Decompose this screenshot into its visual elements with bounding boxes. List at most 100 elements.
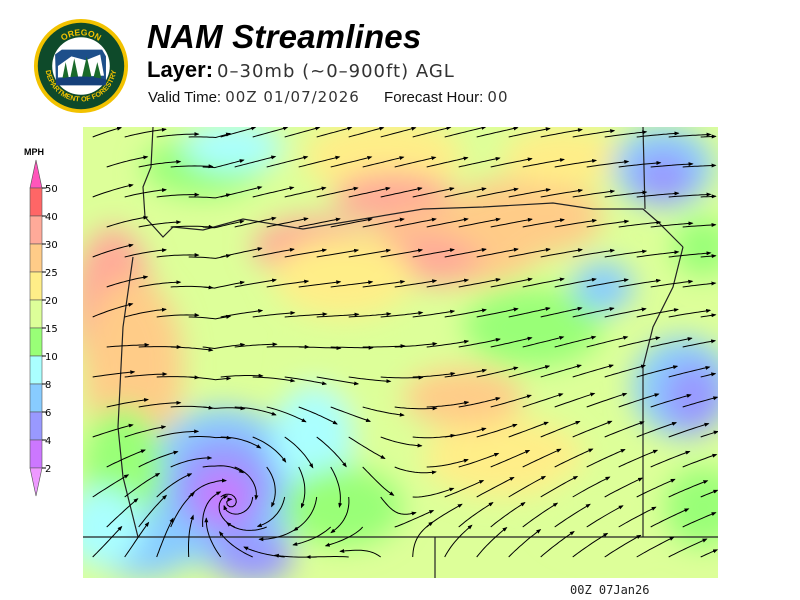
wind-speed-area bbox=[543, 467, 663, 547]
streamline bbox=[444, 187, 487, 198]
streamline bbox=[124, 472, 161, 498]
streamline bbox=[266, 466, 276, 508]
streamline bbox=[284, 376, 328, 386]
streamline bbox=[293, 496, 318, 532]
streamline bbox=[362, 466, 395, 496]
streamline bbox=[412, 248, 455, 258]
streamline bbox=[348, 186, 391, 198]
streamline bbox=[650, 508, 690, 528]
streamline bbox=[170, 455, 213, 468]
streamline bbox=[458, 396, 501, 408]
wind-speed-area bbox=[198, 472, 248, 522]
streamline bbox=[266, 217, 309, 228]
streamline bbox=[339, 548, 381, 558]
streamline bbox=[124, 372, 168, 378]
streamline bbox=[156, 517, 174, 558]
streamline bbox=[586, 392, 628, 408]
streamline bbox=[668, 132, 712, 138]
legend-tick-label: 50 bbox=[45, 184, 58, 195]
streamline bbox=[508, 127, 551, 138]
wind-speed-area bbox=[503, 127, 623, 187]
streamline bbox=[256, 496, 286, 527]
streamline bbox=[540, 475, 579, 498]
streamline bbox=[316, 127, 353, 138]
streamline bbox=[572, 307, 615, 318]
streamline bbox=[124, 248, 167, 258]
streamline bbox=[156, 252, 200, 258]
streamline bbox=[298, 280, 342, 288]
streamline bbox=[554, 218, 598, 228]
streamline bbox=[219, 531, 253, 558]
streamline bbox=[490, 277, 533, 288]
streamline bbox=[444, 524, 473, 558]
streamline bbox=[362, 156, 405, 168]
streamline bbox=[444, 127, 487, 138]
streamline-map bbox=[83, 127, 718, 578]
wind-speed-area bbox=[283, 467, 403, 547]
streamline bbox=[394, 156, 437, 168]
streamline bbox=[188, 132, 232, 139]
streamline bbox=[636, 191, 680, 198]
streamline bbox=[252, 310, 296, 318]
streamline bbox=[636, 422, 678, 438]
layer-info: Layer: 0–30mb (~0–900ft) AGL bbox=[147, 57, 455, 83]
streamline bbox=[348, 127, 385, 138]
wind-speed-area bbox=[573, 262, 633, 312]
streamline bbox=[458, 217, 501, 228]
legend-tick-label: 40 bbox=[45, 212, 58, 223]
streamline bbox=[618, 336, 661, 348]
streamline bbox=[170, 346, 214, 352]
streamline bbox=[220, 247, 263, 258]
streamline bbox=[348, 248, 392, 258]
streamline bbox=[316, 186, 359, 198]
streamline bbox=[266, 155, 309, 168]
streamline bbox=[330, 345, 374, 350]
streamline bbox=[124, 307, 167, 318]
streamline bbox=[586, 335, 629, 348]
streamline bbox=[586, 278, 629, 288]
streamline bbox=[572, 420, 613, 438]
streamline bbox=[234, 278, 277, 288]
streamline bbox=[650, 221, 694, 228]
streamline bbox=[668, 365, 711, 378]
streamline bbox=[426, 217, 469, 228]
legend-tick-label: 6 bbox=[45, 408, 51, 419]
streamline bbox=[92, 183, 134, 198]
streamline bbox=[156, 313, 200, 318]
streamline bbox=[266, 406, 307, 423]
streamline bbox=[540, 248, 583, 258]
streamline bbox=[412, 127, 452, 138]
streamline bbox=[554, 277, 597, 288]
streamline bbox=[458, 156, 501, 168]
streamline bbox=[202, 342, 246, 350]
streamline bbox=[202, 406, 246, 411]
streamline bbox=[156, 132, 200, 138]
streamline bbox=[604, 130, 648, 138]
valid-time-info: Valid Time: 00Z 01/07/2026 Forecast Hour… bbox=[148, 88, 529, 106]
streamline bbox=[508, 421, 549, 438]
legend-tick-label: 25 bbox=[45, 268, 58, 279]
streamline bbox=[138, 159, 182, 168]
streamline bbox=[522, 393, 564, 408]
streamline bbox=[650, 393, 692, 408]
streamline bbox=[380, 311, 424, 318]
streamline bbox=[700, 134, 717, 139]
streamline bbox=[700, 194, 717, 199]
streamline bbox=[188, 514, 194, 558]
streamline bbox=[252, 376, 296, 383]
streamline bbox=[700, 313, 717, 318]
streamline bbox=[156, 429, 200, 438]
streamline bbox=[458, 452, 500, 468]
legend-box-4_6 bbox=[29, 411, 43, 441]
streamline bbox=[572, 248, 616, 258]
streamline bbox=[412, 487, 455, 498]
legend-box-25_30 bbox=[29, 243, 43, 273]
streamline bbox=[572, 532, 609, 558]
streamline bbox=[412, 521, 434, 558]
streamline bbox=[636, 308, 679, 318]
streamline bbox=[700, 489, 718, 498]
streamline bbox=[92, 302, 134, 318]
streamline bbox=[476, 127, 519, 138]
streamline bbox=[298, 217, 341, 228]
streamline bbox=[188, 314, 232, 320]
